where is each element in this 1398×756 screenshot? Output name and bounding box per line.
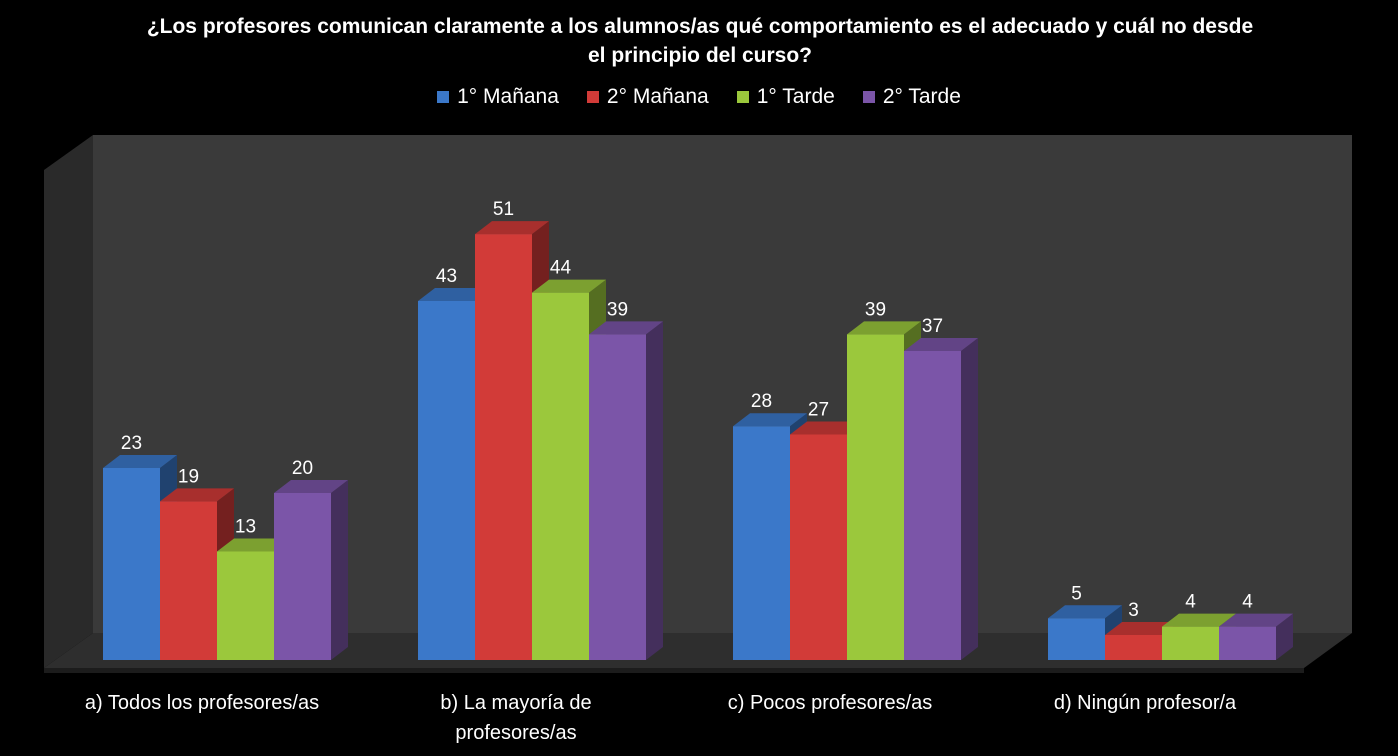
bar-front — [103, 467, 160, 660]
bar-front — [160, 501, 217, 660]
legend-swatch-2-manana — [586, 91, 599, 103]
side-wall — [44, 135, 93, 668]
data-label-4-3: 4 — [1185, 592, 1196, 613]
bar-top — [217, 538, 291, 552]
bar-front — [217, 551, 274, 660]
data-label-1-1: 23 — [121, 433, 142, 454]
chart-title: ¿Los profesores comunican claramente a l… — [100, 12, 1300, 70]
bar-top — [1105, 621, 1179, 635]
data-label-2-3: 44 — [550, 258, 572, 279]
data-label-2-2: 51 — [493, 199, 514, 220]
bar-2-4 — [589, 321, 663, 660]
bar-top — [1162, 613, 1236, 627]
data-label-2-4: 39 — [607, 299, 628, 320]
bar-top — [733, 413, 807, 427]
category-label-3: c) Pocos profesores/as — [680, 688, 980, 718]
legend-item-1-manana: 1° Mañana — [437, 85, 559, 109]
bar-front — [733, 426, 790, 660]
data-label-1-4: 20 — [292, 458, 313, 479]
back-wall — [93, 135, 1352, 633]
bar-side — [961, 338, 978, 660]
bar-top — [847, 321, 921, 335]
data-label-4-1: 5 — [1071, 583, 1082, 604]
data-label-3-2: 27 — [808, 400, 829, 421]
floor-edge — [44, 668, 1304, 673]
data-label-3-1: 28 — [751, 391, 772, 412]
data-label-3-4: 37 — [922, 316, 943, 337]
legend-item-2-manana: 2° Mañana — [586, 85, 709, 109]
bar-1-4 — [274, 480, 348, 660]
legend-swatch-1-tarde — [736, 91, 749, 103]
bar-front — [532, 292, 589, 660]
bar-top — [418, 287, 492, 301]
bar-front — [1219, 626, 1276, 660]
category-label-line: d) Ningún profesor/a — [1053, 692, 1237, 714]
bar-top — [904, 338, 978, 352]
bar-side — [1276, 613, 1293, 660]
bar-top — [103, 454, 177, 468]
category-label-line: a) Todos los profesores/as — [84, 692, 320, 714]
legend-label-2-tarde: 2° Tarde — [882, 85, 961, 108]
legend-item-1-tarde: 1° Tarde — [736, 85, 835, 109]
floor — [44, 633, 1352, 668]
bar-3-4 — [904, 338, 978, 660]
legend: 1° Mañana 2° Mañana 1° Tarde 2° Tarde — [0, 85, 1398, 109]
bar-top — [790, 421, 864, 435]
category-label-line: b) La mayoría de — [440, 692, 592, 714]
bar-front — [589, 334, 646, 660]
category-label-1: a) Todos los profesores/as — [52, 688, 352, 718]
chart-title-line-1: ¿Los profesores comunican claramente a l… — [146, 15, 1254, 38]
legend-label-1-tarde: 1° Tarde — [756, 85, 835, 108]
data-label-3-3: 39 — [865, 299, 886, 320]
data-label-4-2: 3 — [1128, 600, 1139, 621]
bar-front — [418, 300, 475, 660]
bar-front — [1162, 626, 1219, 660]
data-label-1-2: 19 — [178, 466, 199, 487]
category-label-4: d) Ningún profesor/a — [995, 688, 1295, 718]
chart-title-line-2: el principio del curso? — [587, 44, 813, 67]
bar-top — [475, 221, 549, 235]
bar-front — [475, 234, 532, 660]
bar-front — [790, 434, 847, 660]
bar-top — [1219, 613, 1293, 627]
bar-top — [589, 321, 663, 335]
legend-label-1-manana: 1° Mañana — [457, 85, 559, 108]
bar-top — [1048, 605, 1122, 619]
category-label-2: b) La mayoría de profesores/as — [366, 688, 666, 748]
data-label-2-1: 43 — [436, 266, 457, 287]
data-label-4-4: 4 — [1242, 592, 1253, 613]
bar-side — [331, 480, 348, 660]
bar-front — [847, 334, 904, 660]
legend-item-2-tarde: 2° Tarde — [862, 85, 961, 109]
bar-top — [532, 279, 606, 293]
bar-front — [904, 351, 961, 660]
bar-4-4 — [1219, 613, 1293, 660]
category-label-line: profesores/as — [455, 722, 577, 744]
bars-group — [103, 221, 1293, 660]
legend-swatch-1-manana — [437, 91, 450, 103]
bar-front — [274, 493, 331, 660]
legend-swatch-2-tarde — [862, 91, 875, 103]
data-label-1-3: 13 — [235, 516, 256, 537]
bar-top — [274, 480, 348, 493]
category-label-line: c) Pocos profesores/as — [727, 692, 933, 714]
bar-front — [1105, 634, 1162, 660]
bar-front — [1048, 618, 1105, 660]
bar-side — [646, 321, 663, 660]
legend-label-2-manana: 2° Mañana — [606, 85, 709, 108]
bar-top — [160, 488, 234, 502]
